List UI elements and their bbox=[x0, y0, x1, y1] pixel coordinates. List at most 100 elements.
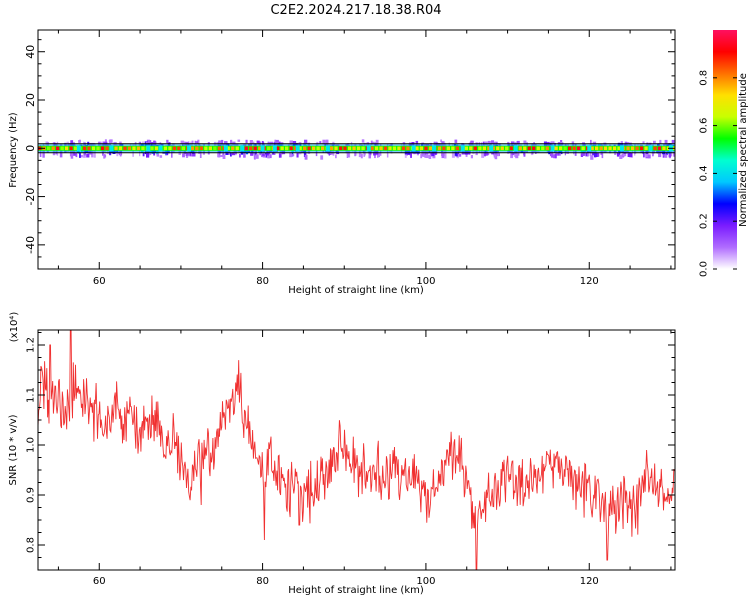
spectrogram-blob-cell bbox=[296, 152, 299, 158]
spectrogram-ridge-cell bbox=[321, 146, 325, 151]
snr-line-layer bbox=[38, 330, 675, 570]
spectrogram-blob-cell bbox=[523, 153, 526, 157]
spectrogram-peak-cell bbox=[187, 145, 192, 152]
spectrogram-ridge-cell bbox=[406, 146, 410, 151]
spectrogram-peak-cell bbox=[295, 145, 300, 152]
spectrogram-x-tick-label-120: 120 bbox=[580, 276, 599, 287]
spectrogram-x-tick-label-100: 100 bbox=[416, 276, 435, 287]
spectrogram-blob-cell bbox=[592, 152, 595, 156]
spectrogram-blob-cell bbox=[590, 139, 592, 145]
spectrogram-ridge-cell bbox=[509, 146, 513, 151]
spectrogram-ridge-cell bbox=[312, 146, 316, 151]
spectrogram-blob-cell bbox=[146, 152, 150, 158]
spectrogram-ridge-cell bbox=[289, 146, 293, 151]
spectrogram-ridge-cell bbox=[190, 146, 194, 151]
spectrogram-ridge-cell bbox=[424, 146, 428, 151]
spectrogram-ridge-cell bbox=[118, 146, 123, 151]
spectrogram-ridge-cell bbox=[401, 146, 406, 151]
spectrogram-blob-cell bbox=[153, 141, 156, 146]
spectrogram-ridge-cell bbox=[343, 146, 347, 151]
spectrogram-blob-cell bbox=[320, 155, 324, 160]
spectrogram-blob-cell bbox=[510, 141, 515, 145]
spectrogram-ridge-cell bbox=[532, 146, 536, 151]
spectrogram-ridge-cell bbox=[208, 146, 212, 151]
spectrogram-ridge-cell bbox=[478, 146, 482, 151]
spectrogram-ridge-cell bbox=[572, 146, 576, 151]
spectrogram-ridge-cell bbox=[473, 146, 477, 151]
spectrogram-blob-cell bbox=[292, 154, 295, 157]
spectrogram-blob-cell bbox=[230, 140, 233, 144]
spectrogram-ridge-cell bbox=[132, 146, 136, 151]
spectrogram-band-mid bbox=[38, 145, 675, 151]
spectrogram-ridge-cell bbox=[334, 146, 338, 151]
spectrogram-ridge-cell bbox=[608, 146, 612, 151]
spectrogram-blob-cell bbox=[146, 139, 150, 143]
spectrogram-blob-cell bbox=[645, 154, 649, 157]
spectrogram-peak-cell bbox=[460, 145, 465, 152]
spectrogram-blob-cell bbox=[361, 139, 365, 143]
spectrogram-peak-cell bbox=[587, 145, 592, 152]
spectrogram-blob-cell bbox=[431, 151, 435, 157]
spectrogram-ridge-cell bbox=[595, 146, 599, 151]
spectrogram-blob-cell bbox=[482, 141, 486, 145]
snr-y-tick-label-3: 1.1 bbox=[26, 387, 37, 403]
spectrogram-ridge-cell bbox=[195, 146, 199, 151]
spectrogram-y-tick-label--40: -40 bbox=[24, 236, 37, 254]
spectrogram-ridge-cell bbox=[536, 146, 540, 151]
spectrogram-ridge-cell bbox=[91, 146, 96, 151]
spectrogram-peak-cell bbox=[432, 145, 437, 152]
spectrogram-blob-cell bbox=[278, 153, 282, 158]
spectrogram-blob-cell bbox=[677, 152, 680, 156]
spectrogram-blob-cell bbox=[232, 152, 236, 156]
colorbar-tick-label-0.6: 0.6 bbox=[699, 118, 710, 134]
spectrogram-peak-cell bbox=[411, 145, 416, 152]
spectrogram-ridge-cell bbox=[428, 146, 433, 151]
spectrogram-ridge-cell bbox=[635, 146, 639, 151]
spectrogram-blob-cell bbox=[322, 139, 326, 145]
spectrogram-peak-cell bbox=[489, 145, 494, 152]
spectrogram-blob-cell bbox=[659, 139, 662, 145]
spectrogram-ridge-cell bbox=[105, 146, 109, 151]
spectrogram-ridge-cell bbox=[258, 146, 262, 151]
spectrogram-blob-cell bbox=[239, 154, 241, 158]
spectrogram-blob-cell bbox=[149, 153, 152, 156]
spectrogram-blob-cell bbox=[274, 139, 277, 144]
spectrogram-blob-cell bbox=[678, 142, 681, 146]
spectrogram-blob-cell bbox=[622, 153, 627, 157]
spectrogram-ridge-cell bbox=[415, 146, 419, 151]
spectrogram-blob-cell bbox=[156, 153, 160, 157]
spectrogram-blob-cell bbox=[249, 140, 253, 145]
spectrogram-blob-cell bbox=[425, 154, 429, 158]
spectrogram-blob-cell bbox=[267, 154, 270, 159]
spectrogram-blob-cell bbox=[643, 153, 645, 158]
spectrogram-ridge-cell bbox=[603, 146, 608, 151]
spectrogram-x-tick-label-80: 80 bbox=[256, 276, 269, 287]
spectrogram-blob-cell bbox=[304, 154, 308, 160]
spectrogram-ridge-cell bbox=[370, 146, 374, 151]
spectrogram-peak-cell bbox=[648, 145, 653, 152]
spectrogram-blob-cell bbox=[264, 152, 268, 158]
spectrogram-panel: 60 80 100 120 -40 -20 0 20 40 Height of straight… bbox=[8, 29, 682, 296]
spectrogram-ridge-cell bbox=[51, 146, 55, 151]
spectrogram-blob-cell bbox=[485, 151, 489, 156]
spectrogram-blob-cell bbox=[484, 152, 486, 157]
spectrogram-ridge-cell bbox=[496, 146, 500, 151]
spectrogram-blob-cell bbox=[70, 140, 74, 146]
snr-x-tick-label-80: 80 bbox=[256, 576, 269, 587]
spectrogram-blob-cell bbox=[677, 146, 680, 150]
spectrogram-ridge-cell bbox=[307, 146, 311, 151]
spectrogram-blob-cell bbox=[680, 144, 682, 148]
spectrogram-blob-cell bbox=[250, 152, 254, 156]
spectrogram-blob-cell bbox=[679, 142, 682, 145]
spectrogram-ridge-cell bbox=[172, 146, 176, 151]
spectrogram-ridge-cell bbox=[60, 146, 64, 151]
spectrogram-peak-cell bbox=[76, 145, 81, 152]
spectrogram-blob-cell bbox=[217, 153, 220, 157]
spectrogram-ridge-cell bbox=[379, 146, 383, 151]
spectrogram-blob-cell bbox=[470, 155, 473, 159]
spectrogram-blob-cell bbox=[146, 141, 148, 144]
spectrogram-blob-cell bbox=[197, 139, 200, 145]
spectrogram-ridge-cell bbox=[482, 146, 486, 151]
spectrogram-ridge-cell bbox=[599, 146, 603, 151]
spectrogram-ridge-cell bbox=[217, 146, 221, 151]
